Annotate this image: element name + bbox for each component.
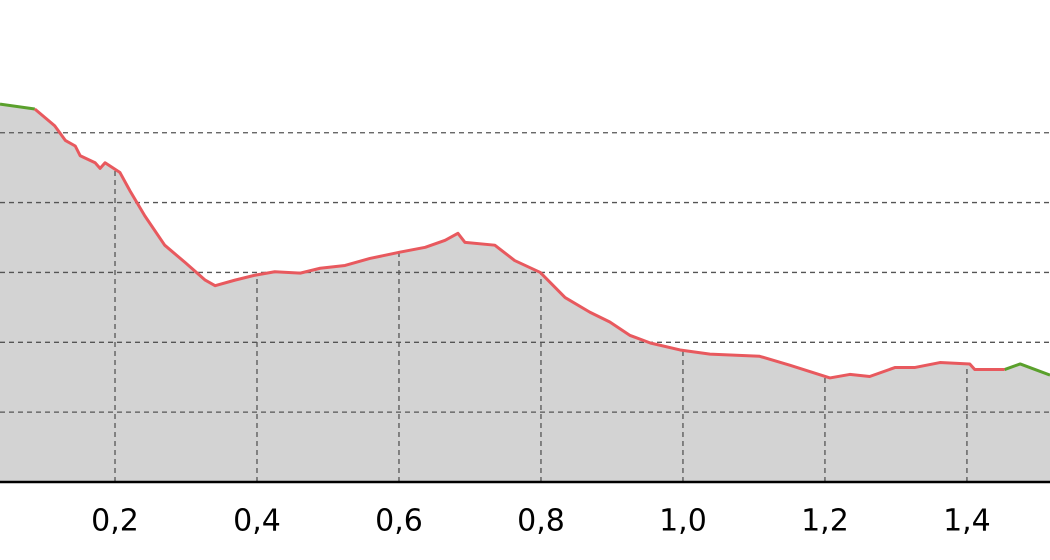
area: [34, 107, 1006, 483]
x-tick-label: 0,2: [91, 504, 139, 539]
x-tick-label: 0,4: [233, 504, 281, 539]
x-tick-label: 1,2: [801, 504, 849, 539]
x-tick-label: 0,6: [375, 504, 423, 539]
profile-line: [1004, 362, 1050, 377]
x-tick-label: 1,4: [943, 504, 991, 539]
x-tick-label: 1,0: [659, 504, 707, 539]
area: [1004, 363, 1050, 483]
area: [0, 103, 36, 483]
profile-line: [33, 107, 1005, 380]
x-tick-label: 0,8: [517, 504, 565, 539]
profile-line: [0, 102, 35, 111]
